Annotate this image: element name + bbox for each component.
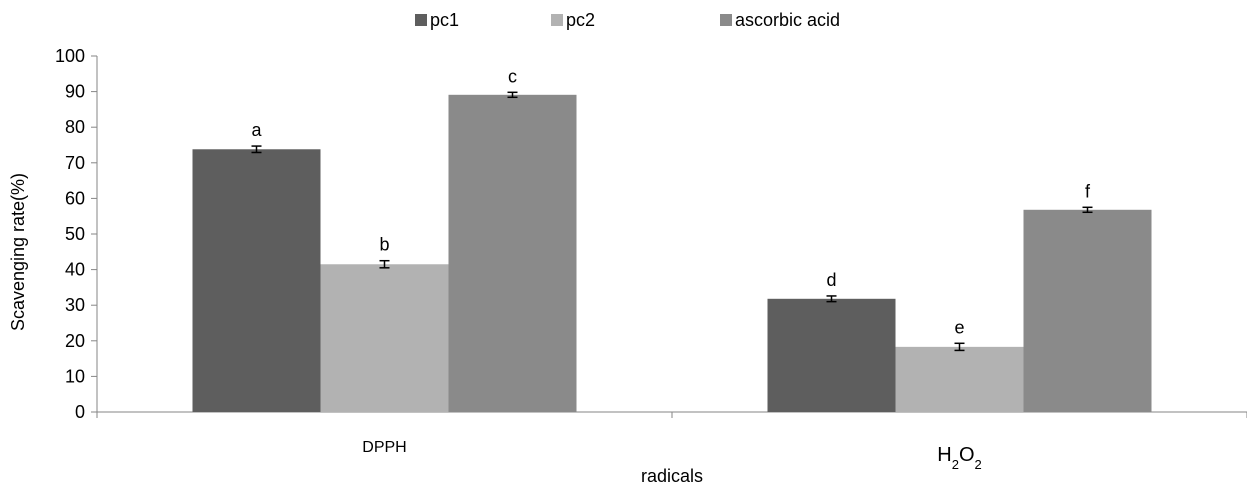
legend-swatch	[415, 14, 427, 26]
legend-label: pc1	[430, 10, 459, 30]
y-tick-label: 0	[75, 402, 85, 422]
bar-significance-label: c	[508, 66, 517, 86]
bar	[320, 264, 449, 412]
legend-label: pc2	[566, 10, 595, 30]
y-tick-label: 50	[65, 224, 85, 244]
y-tick-label: 60	[65, 188, 85, 208]
legend: pc1 pc2 ascorbic acid	[415, 10, 840, 30]
y-tick-label: 100	[55, 46, 85, 66]
bar	[448, 94, 577, 412]
bar	[895, 346, 1024, 412]
y-axis-title: Scavenging rate(%)	[8, 173, 28, 331]
bar	[192, 149, 321, 412]
bar-significance-label: b	[379, 235, 389, 255]
x-tick-label: H2O2	[937, 444, 981, 472]
bars: a b c d e f	[192, 66, 1152, 412]
x-axis-title: radicals	[641, 466, 703, 486]
bar-significance-label: d	[826, 270, 836, 290]
y-tick-label: 40	[65, 260, 85, 280]
y-tick-label: 10	[65, 366, 85, 386]
y-tick-label: 20	[65, 331, 85, 351]
x-tick-label: DPPH	[362, 439, 406, 456]
legend-swatch	[720, 14, 732, 26]
legend-swatch	[551, 14, 563, 26]
bar	[767, 298, 896, 412]
x-axis: DPPH H2O2	[96, 411, 1247, 472]
y-tick-label: 80	[65, 117, 85, 137]
bar	[1023, 209, 1152, 412]
bar-significance-label: a	[251, 120, 262, 140]
y-axis: 0 10 20 30 40 50 60 70 80 90 100	[55, 46, 98, 422]
bar-significance-label: f	[1085, 181, 1091, 201]
legend-label: ascorbic acid	[735, 10, 840, 30]
y-tick-label: 70	[65, 153, 85, 173]
bar-significance-label: e	[954, 317, 964, 337]
y-tick-label: 90	[65, 82, 85, 102]
y-tick-label: 30	[65, 295, 85, 315]
